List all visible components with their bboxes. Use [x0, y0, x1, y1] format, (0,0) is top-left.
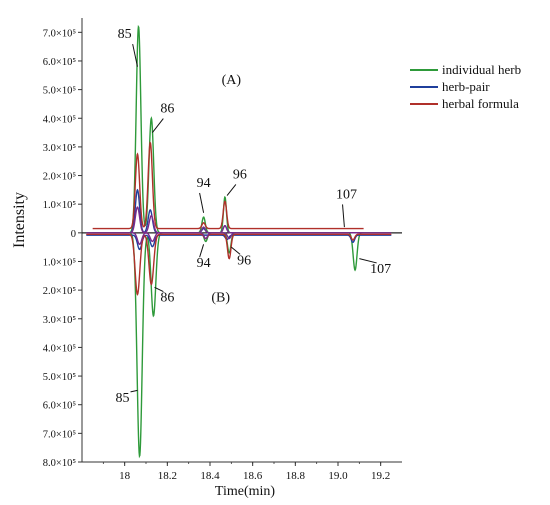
peak-label: 94	[197, 256, 211, 271]
peak-label: 86	[160, 102, 174, 117]
series-line-purple-trace-B	[86, 232, 392, 246]
peak-label: 107	[336, 187, 357, 202]
series-line-herb-pair-B	[86, 234, 392, 251]
y-tick-label: 1.0×10⁵	[43, 200, 77, 211]
peak-label: 85	[116, 391, 130, 406]
y-tick-label: 5.0×10⁵	[43, 86, 77, 97]
y-tick-label: 3.0×10⁵	[43, 143, 77, 154]
annotation-leader	[154, 286, 164, 293]
y-tick-label: 4.0×10⁵	[43, 114, 77, 125]
y-tick-label: 6.0×10⁵	[43, 57, 77, 68]
annotation-leader	[231, 246, 241, 255]
annotation-leader	[342, 204, 345, 228]
y-tick-label: 2.0×10⁵	[43, 172, 77, 183]
legend: individual herb herb-pair herbal formula	[410, 62, 521, 111]
annotation-leader	[199, 244, 205, 258]
x-tick-label: 18.2	[158, 470, 177, 482]
annotation-leader	[226, 184, 237, 196]
legend-label: herb-pair	[442, 79, 490, 94]
y-tick-label: 7.0×10⁵	[43, 28, 77, 39]
annotation-leader	[152, 118, 164, 133]
series-line-herbal-formula-A	[92, 141, 364, 230]
y-tick-label: 5.0×10⁵	[43, 372, 77, 383]
annotation-leader	[132, 43, 138, 67]
y-tick-label: 2.0×10⁵	[43, 286, 77, 297]
legend-label: individual herb	[442, 62, 521, 77]
peak-label: 94	[197, 176, 211, 191]
peak-label: 96	[237, 253, 251, 268]
x-tick-label: 19.2	[371, 470, 390, 482]
annotation-leader	[130, 389, 138, 393]
series-line-herbal-formula-B	[86, 233, 392, 296]
series-line-individual-herb-A	[92, 24, 364, 234]
y-tick-label: 0	[71, 229, 76, 240]
x-tick-label: 18.4	[200, 470, 220, 482]
y-axis-title: Intensity	[11, 192, 28, 248]
panel-label: (A)	[222, 73, 242, 88]
y-tick-label: 6.0×10⁵	[43, 401, 77, 412]
annotation-leader	[199, 192, 205, 213]
y-tick-label: 1.0×10⁵	[43, 257, 77, 268]
y-tick-label: 4.0×10⁵	[43, 343, 77, 354]
x-tick-label: 19.0	[328, 470, 348, 482]
y-tick-label: 8.0×10⁵	[43, 458, 77, 469]
peak-label: 107	[370, 262, 391, 277]
y-tick-label: 7.0×10⁵	[43, 429, 77, 440]
peak-label: 85	[118, 27, 132, 42]
peak-label: 86	[160, 291, 174, 306]
peak-label: 96	[233, 167, 247, 182]
x-axis-title: Time(min)	[215, 484, 275, 499]
annotation-leader	[359, 258, 377, 264]
x-tick-label: 18.6	[243, 470, 263, 482]
x-tick-label: 18.8	[286, 470, 306, 482]
panel-label: (B)	[211, 291, 230, 306]
y-tick-label: 3.0×10⁵	[43, 315, 77, 326]
x-tick-label: 18	[119, 470, 131, 482]
legend-label: herbal formula	[442, 96, 519, 111]
